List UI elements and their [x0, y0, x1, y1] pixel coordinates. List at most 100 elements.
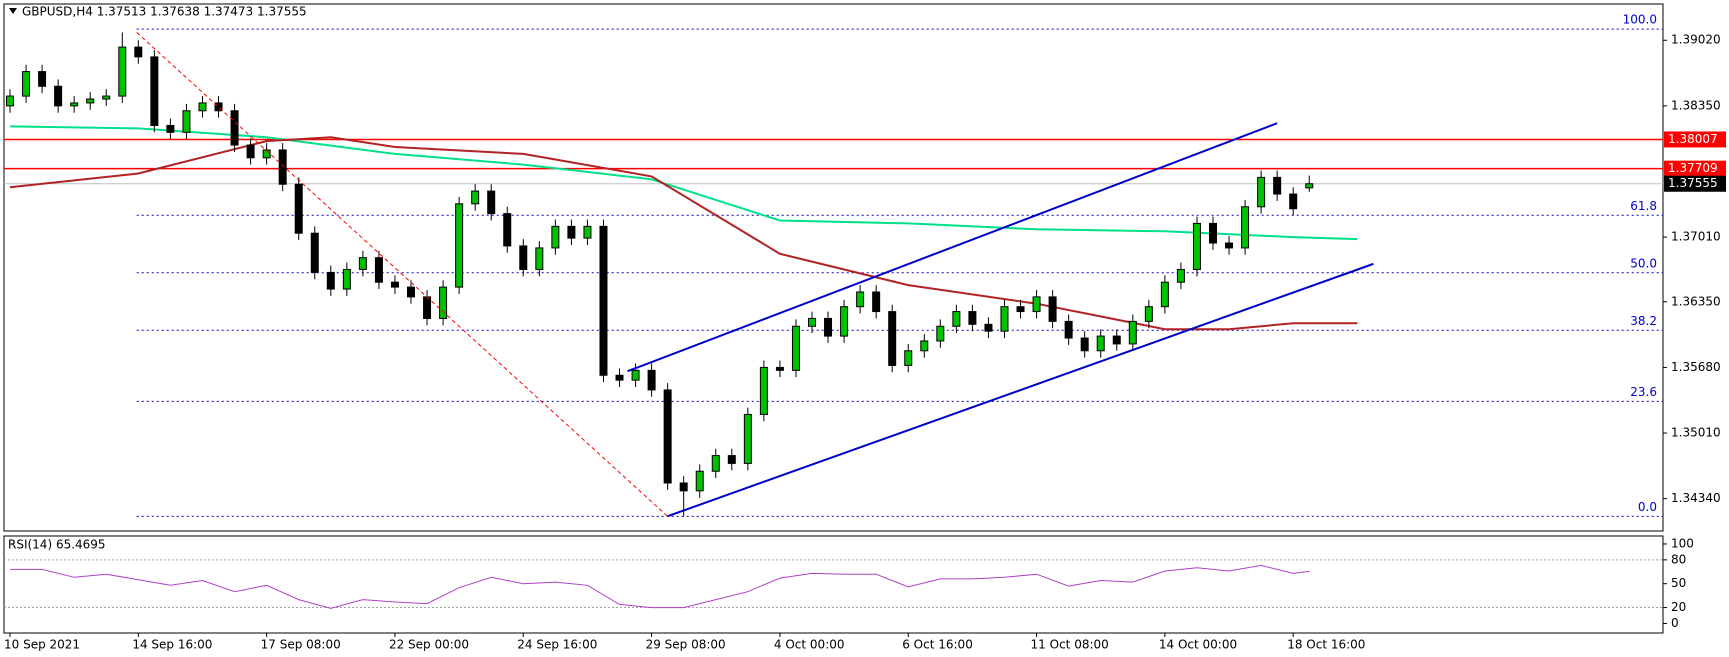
- candle-body: [487, 190, 496, 215]
- candle-body: [1128, 320, 1137, 345]
- candle-body: [455, 203, 464, 288]
- fib-label: 61.8: [1630, 199, 1657, 213]
- candle-body: [166, 124, 175, 133]
- candle-body: [230, 110, 239, 146]
- candle-body: [743, 413, 752, 464]
- candle-body: [278, 149, 287, 185]
- candle-body: [22, 71, 31, 97]
- y-tick-label: 1.35010: [1671, 426, 1721, 440]
- candle-body: [984, 323, 993, 332]
- x-tick-label: 11 Oct 08:00: [1031, 638, 1109, 652]
- candle-body: [1176, 268, 1185, 283]
- trendline: [627, 122, 1278, 373]
- candle-body: [198, 102, 207, 112]
- y-tick-label: 0: [1671, 616, 1679, 630]
- trendline: [667, 262, 1374, 518]
- candle-body: [150, 56, 159, 126]
- candle-body: [936, 325, 945, 342]
- x-tick-label: 29 Sep 08:00: [646, 638, 726, 652]
- candle-body: [1016, 306, 1025, 313]
- candle-body: [1225, 242, 1234, 249]
- candle-body: [615, 374, 624, 381]
- candle-body: [872, 291, 881, 313]
- candle-body: [904, 350, 913, 366]
- candle-body: [663, 389, 672, 484]
- fib-label: 0.0: [1638, 500, 1657, 514]
- y-tick-label: 1.35680: [1671, 360, 1721, 374]
- candle-body: [342, 268, 351, 290]
- candle-body: [1064, 320, 1073, 339]
- candle-body: [759, 366, 768, 415]
- menu-triangle[interactable]: [9, 8, 17, 14]
- candle-body: [952, 311, 961, 327]
- candle-body: [70, 102, 79, 107]
- candle-body: [471, 190, 480, 205]
- candle-body: [1096, 335, 1105, 352]
- candle-body: [374, 257, 383, 283]
- candle-body: [246, 144, 255, 159]
- candle-body: [775, 366, 784, 371]
- candle-body: [840, 306, 849, 337]
- trendline: [136, 32, 668, 517]
- x-tick-label: 4 Oct 00:00: [774, 638, 845, 652]
- fib-label: 50.0: [1630, 256, 1657, 270]
- candle-body: [599, 225, 608, 376]
- candle-body: [182, 110, 191, 133]
- candle-body: [102, 95, 111, 100]
- candle-body: [791, 325, 800, 371]
- candle-body: [888, 311, 897, 366]
- moving-average: [9, 125, 1358, 241]
- x-tick-label: 6 Oct 16:00: [902, 638, 973, 652]
- candle-body: [1305, 183, 1314, 189]
- candle-body: [86, 98, 95, 104]
- candle-body: [214, 102, 223, 112]
- candle-body: [920, 340, 929, 352]
- candle-body: [1289, 193, 1298, 210]
- candle-body: [551, 225, 560, 249]
- candle-body: [695, 470, 704, 492]
- price-tag: [1664, 160, 1726, 177]
- candle-body: [294, 183, 303, 234]
- y-tick-label: 20: [1671, 600, 1686, 614]
- candle-body: [1160, 281, 1169, 308]
- x-tick-label: 14 Oct 00:00: [1159, 638, 1237, 652]
- x-tick-label: 17 Sep 08:00: [261, 638, 341, 652]
- candle-body: [519, 245, 528, 270]
- x-tick-label: 18 Oct 16:00: [1287, 638, 1365, 652]
- rsi-line: [10, 564, 1310, 609]
- candle-body: [38, 71, 47, 87]
- candle-body: [1257, 176, 1266, 208]
- y-tick-label: 1.36350: [1671, 294, 1721, 308]
- candle-body: [583, 225, 592, 239]
- price-tag-label: 1.37555: [1668, 176, 1718, 190]
- chart-title: GBPUSD,H4 1.37513 1.37638 1.37473 1.3755…: [22, 5, 307, 19]
- y-tick-label: 1.39020: [1671, 33, 1721, 47]
- candle-body: [1112, 335, 1121, 345]
- candle-body: [968, 311, 977, 325]
- candle-body: [118, 46, 127, 97]
- y-tick-label: 1.37010: [1671, 230, 1721, 244]
- candle-body: [808, 317, 816, 327]
- candle-body: [1144, 306, 1153, 322]
- candle-body: [567, 225, 576, 239]
- candle-body: [310, 232, 319, 273]
- candle-body: [1048, 296, 1057, 322]
- price-tag: [1664, 175, 1726, 192]
- candle-body: [134, 46, 143, 58]
- y-tick-label: 1.34340: [1671, 491, 1721, 505]
- candle-body: [1080, 337, 1089, 352]
- candle-body: [262, 149, 271, 159]
- candle-body: [1273, 176, 1282, 195]
- fib-label: 38.2: [1630, 314, 1657, 328]
- candle-body: [423, 296, 432, 319]
- candle-body: [824, 317, 833, 337]
- rsi-frame: [3, 535, 1664, 634]
- candle-body: [54, 85, 63, 107]
- price-tag: [1664, 131, 1726, 148]
- candle-body: [6, 95, 14, 107]
- x-tick-label: 24 Sep 16:00: [517, 638, 597, 652]
- main-frame: [3, 3, 1664, 532]
- candle-body: [1209, 222, 1217, 244]
- moving-average: [9, 136, 1358, 331]
